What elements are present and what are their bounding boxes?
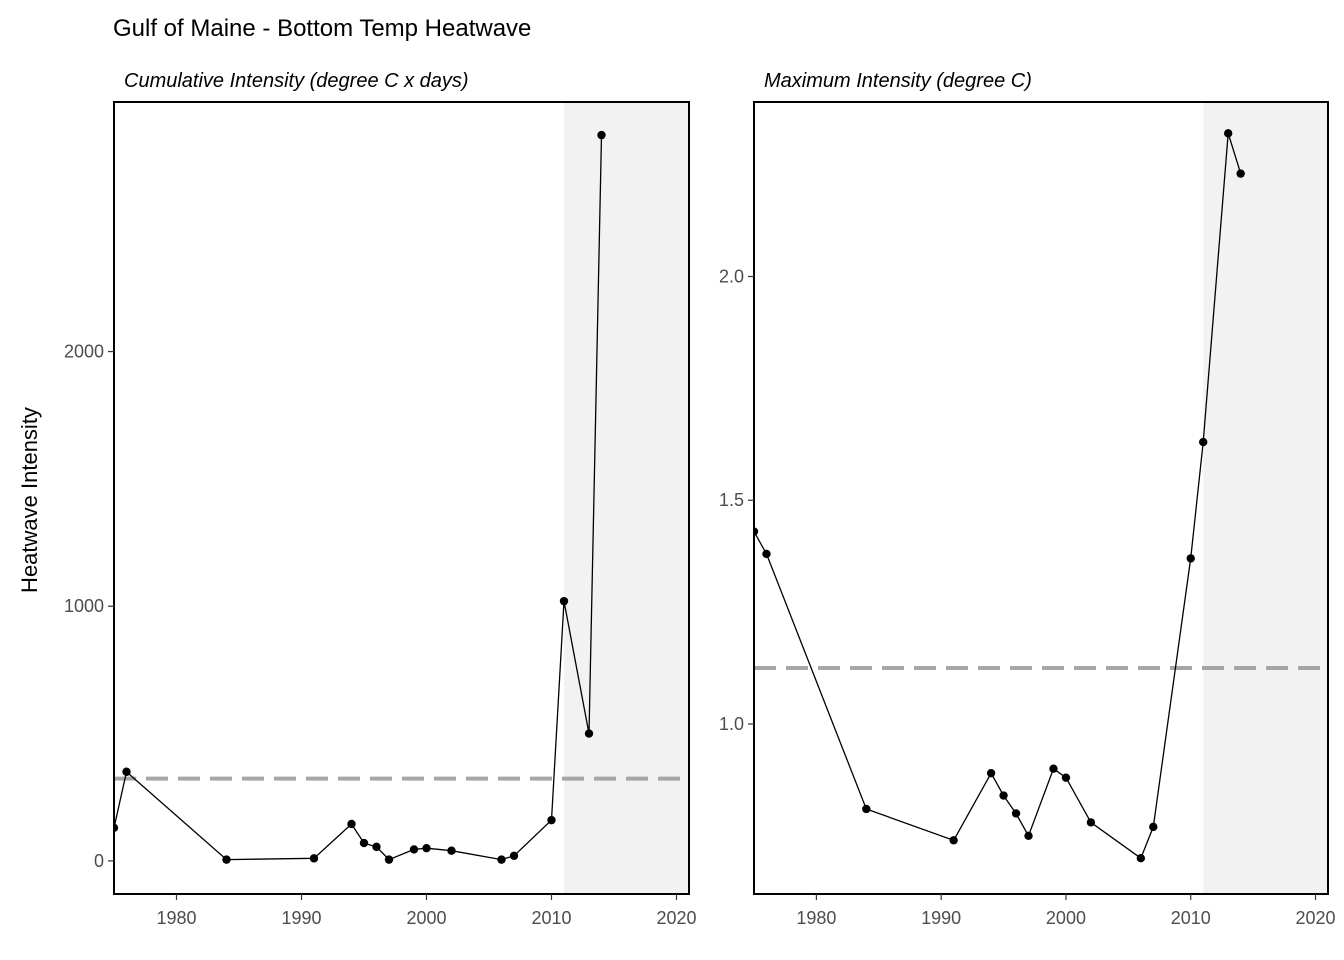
data-point <box>409 845 419 854</box>
plot-area <box>754 102 1328 894</box>
data-point <box>309 854 319 863</box>
x-tick-label: 2020 <box>656 908 696 928</box>
y-tick-label: 2000 <box>64 342 104 362</box>
data-point <box>584 729 594 738</box>
panel-border <box>753 101 1329 895</box>
x-tick-label: 2020 <box>1295 908 1335 928</box>
x-tick-label: 2010 <box>531 908 571 928</box>
data-point <box>1086 818 1096 827</box>
y-tick-label: 1.5 <box>719 490 744 510</box>
x-tick-label: 1990 <box>921 908 961 928</box>
data-point <box>1223 129 1233 138</box>
data-point <box>497 855 506 864</box>
y-tick-label: 0 <box>94 851 104 871</box>
data-point <box>754 527 759 536</box>
data-point <box>447 846 456 855</box>
data-point <box>1011 809 1021 818</box>
plot-area <box>114 102 689 894</box>
data-point <box>1186 554 1195 563</box>
figure-title: Gulf of Maine - Bottom Temp Heatwave <box>113 15 531 42</box>
data-point <box>114 823 119 832</box>
data-point <box>509 851 519 861</box>
data-point <box>222 855 231 864</box>
data-point <box>762 549 771 559</box>
data-point <box>999 791 1008 800</box>
x-tick-label: 1980 <box>156 908 196 928</box>
x-tick-label: 2000 <box>1046 908 1086 928</box>
data-point <box>1024 831 1033 841</box>
series-line <box>754 133 1242 860</box>
panel-subtitle: Maximum Intensity (degree C) <box>764 70 1032 92</box>
x-tick-label: 1990 <box>281 908 321 928</box>
data-point <box>1236 169 1245 178</box>
series-line <box>114 135 603 861</box>
x-tick-label: 2010 <box>1171 908 1211 928</box>
data-point <box>1049 764 1058 773</box>
data-point <box>347 819 356 829</box>
cumulative-intensity-panel: Cumulative Intensity (degree C x days) 19… <box>64 70 697 928</box>
data-point <box>422 843 431 853</box>
data-point <box>986 768 996 778</box>
x-tick-label: 1980 <box>796 908 836 928</box>
shaded-region <box>1203 102 1328 894</box>
data-point <box>122 767 131 776</box>
x-tick-label: 2000 <box>406 908 446 928</box>
data-point <box>949 836 958 845</box>
data-point <box>862 804 871 814</box>
maximum-intensity-panel: Maximum Intensity (degree C) 1980 1990 2000… <box>719 70 1336 928</box>
panel-border <box>113 101 690 895</box>
data-point <box>597 130 606 140</box>
y-tick-label: 1.0 <box>719 714 744 734</box>
data-point <box>547 815 556 825</box>
data-point <box>1061 773 1071 782</box>
y-tick-label: 1000 <box>64 596 104 616</box>
data-point <box>559 596 569 606</box>
shaded-region <box>564 102 689 894</box>
y-axis-label: Heatwave Intensity <box>17 407 42 593</box>
data-point <box>359 838 369 848</box>
y-tick-label: 2.0 <box>719 267 744 287</box>
data-point <box>372 842 381 852</box>
data-point <box>1149 822 1158 832</box>
data-point <box>1136 854 1146 863</box>
panel-subtitle: Cumulative Intensity (degree C x days) <box>124 70 469 92</box>
data-point <box>1199 437 1208 447</box>
data-point <box>384 855 394 864</box>
